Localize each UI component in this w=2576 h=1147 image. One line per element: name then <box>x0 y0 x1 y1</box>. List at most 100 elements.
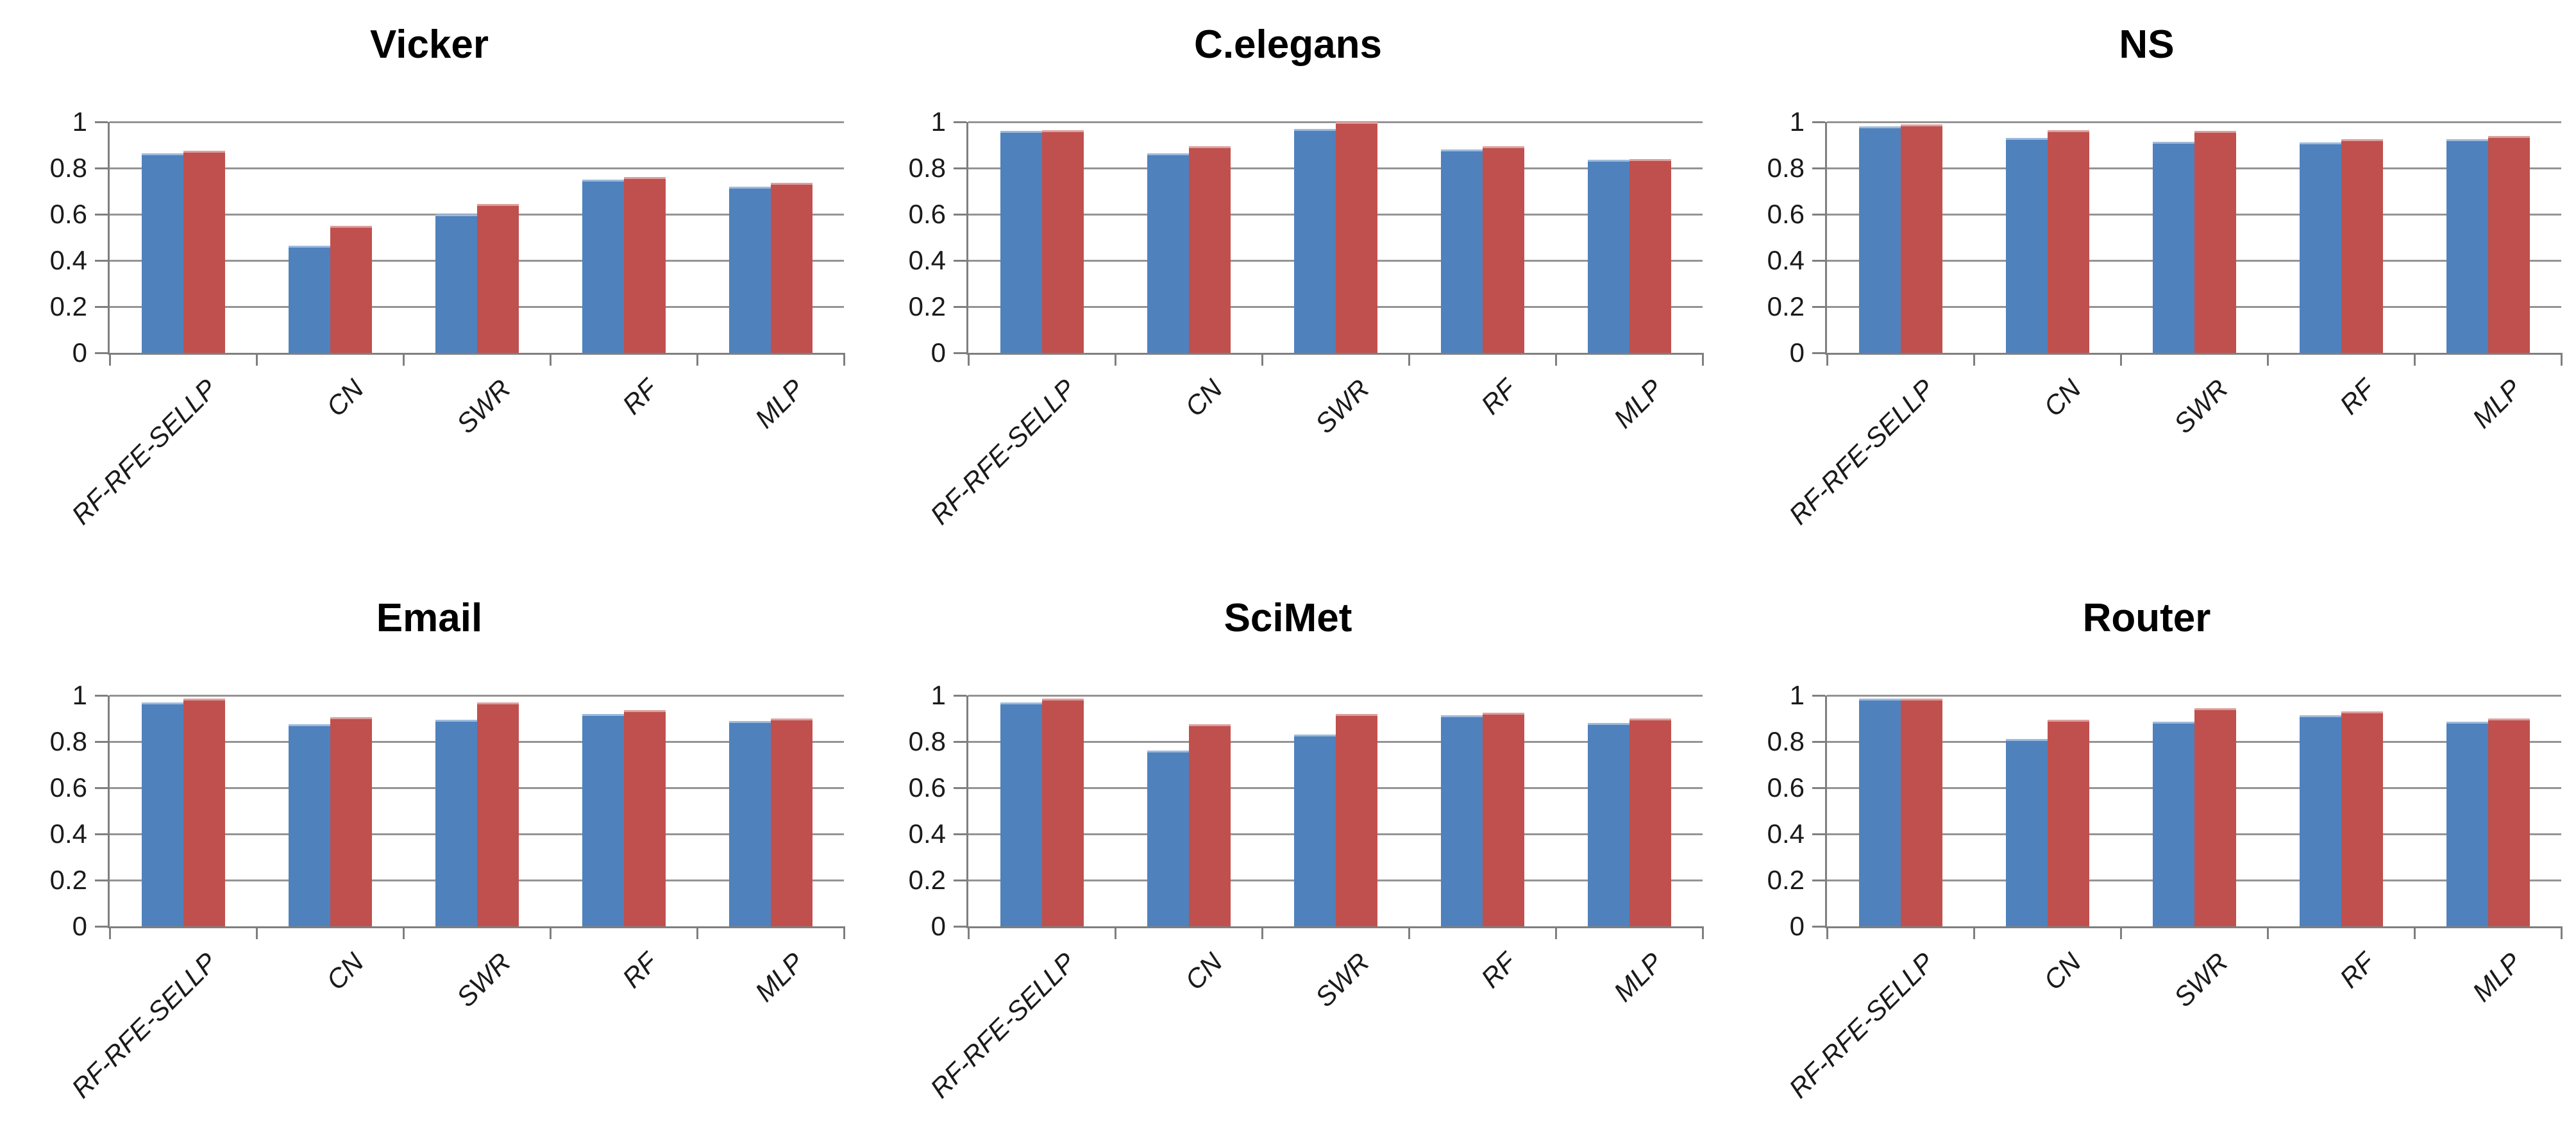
x-tick-mark <box>1701 353 1704 366</box>
x-category-label: RF-RFE-SELLP <box>65 947 223 1104</box>
chart-panel: C.elegans 0 0.2 0.4 0.6 0.8 1 RF-RFE-SELLP CN SWR… <box>859 0 1717 574</box>
bar-series-2-red-SWR <box>2194 708 2236 926</box>
x-category-label: CN <box>320 947 369 996</box>
y-tick-label: 1 <box>930 680 946 710</box>
y-tick-label: 0.8 <box>1767 726 1805 756</box>
bar-series-1-blue-RF-RFE-SELLP <box>141 153 183 353</box>
gridline <box>110 695 844 697</box>
x-category-label: RF <box>1474 373 1522 420</box>
x-tick-mark <box>1261 926 1263 939</box>
x-category-label: SWR <box>2168 947 2234 1013</box>
x-tick-mark <box>1114 926 1116 939</box>
x-category-label: MLP <box>2466 373 2527 434</box>
bar-series-1-blue-SWR <box>435 214 477 353</box>
x-category-label: SWR <box>1309 947 1375 1013</box>
bar-series-1-blue-SWR <box>2152 722 2194 926</box>
bar-series-2-red-MLP <box>2488 135 2530 353</box>
x-category-label: RF <box>616 373 663 420</box>
y-tick-mark <box>95 260 108 262</box>
x-category-label: RF <box>2333 947 2380 994</box>
chart-panel: SciMet 0 0.2 0.4 0.6 0.8 1 RF-RFE-SELLP CN SWR RF M… <box>859 574 1717 1147</box>
x-tick-mark <box>843 926 845 939</box>
x-tick-mark <box>549 353 551 366</box>
y-tick-mark <box>1812 306 1825 308</box>
x-category-label: RF-RFE-SELLP <box>1783 373 1940 531</box>
y-tick-label: 0 <box>1789 911 1805 941</box>
y-tick-mark <box>954 926 966 928</box>
plot-area: 0 0.2 0.4 0.6 0.8 1 RF-RFE-SELLP CN SWR RF MLP <box>1767 680 2563 1103</box>
y-tick-mark <box>954 214 966 216</box>
x-tick-mark <box>967 926 970 939</box>
y-tick-mark <box>954 306 966 308</box>
y-tick-mark <box>1812 833 1825 835</box>
y-tick-mark <box>954 121 966 123</box>
x-tick-mark <box>549 926 551 939</box>
bar-series-1-blue-CN <box>1147 153 1189 353</box>
x-tick-mark <box>967 353 970 366</box>
y-tick-label: 0 <box>930 911 946 941</box>
bar-series-1-blue-RF <box>1440 149 1483 353</box>
y-tick-label: 0.6 <box>1767 772 1805 803</box>
x-category-label: MLP <box>1608 947 1669 1008</box>
bar-series-1-blue-RF <box>2299 715 2341 926</box>
bar-series-1-blue-RF-RFE-SELLP <box>1858 126 1901 353</box>
bar-series-1-blue-CN <box>2005 138 2048 353</box>
y-tick-mark <box>95 167 108 169</box>
bar-series-2-red-SWR <box>2194 131 2236 353</box>
y-tick-mark <box>954 695 966 697</box>
y-tick-label: 0.8 <box>49 726 87 756</box>
bar-series-1-blue-SWR <box>1293 735 1336 926</box>
bar-series-2-red-RF <box>1482 146 1524 353</box>
y-tick-label: 0 <box>1789 337 1805 368</box>
x-category-label: SWR <box>2168 373 2234 439</box>
chart-title: Router <box>2082 596 2211 640</box>
y-tick-label: 0.4 <box>49 245 87 275</box>
gridline <box>968 695 1703 697</box>
bar-series-1-blue-RF-RFE-SELLP <box>141 702 183 926</box>
x-tick-mark <box>696 353 698 366</box>
y-tick-label: 0.4 <box>1767 245 1805 275</box>
y-tick-mark <box>95 352 108 354</box>
bar-series-2-red-CN <box>1188 146 1231 353</box>
x-tick-mark <box>1261 353 1263 366</box>
bar-series-1-blue-MLP <box>2446 722 2488 926</box>
y-tick-label: 1 <box>72 106 87 137</box>
y-tick-mark <box>95 787 108 789</box>
bar-series-2-red-SWR <box>1335 713 1377 926</box>
x-category-label: CN <box>1179 947 1228 996</box>
y-tick-label: 0.6 <box>49 199 87 229</box>
x-category-label: MLP <box>1608 373 1669 434</box>
y-tick-mark <box>954 352 966 354</box>
bar-series-1-blue-MLP <box>1587 160 1629 353</box>
bar-series-2-red-RF <box>2341 139 2383 353</box>
x-tick-mark <box>2560 926 2563 939</box>
bar-series-2-red-MLP <box>1629 158 1671 353</box>
bar-series-2-red-RF <box>623 710 666 926</box>
chart-panel: Router 0 0.2 0.4 0.6 0.8 1 RF-RFE-SELLP CN SWR RF M… <box>1717 574 2576 1147</box>
bar-series-2-red-RF-RFE-SELLP <box>1900 124 1942 353</box>
x-category-label: CN <box>2037 373 2087 423</box>
x-tick-mark <box>696 926 698 939</box>
x-tick-mark <box>2119 353 2122 366</box>
x-tick-mark <box>2266 926 2269 939</box>
x-tick-mark <box>2413 353 2416 366</box>
x-category-label: SWR <box>1309 373 1375 439</box>
x-category-label: SWR <box>450 947 516 1013</box>
y-tick-mark <box>954 167 966 169</box>
chart-title: NS <box>2119 22 2175 67</box>
plot-area: 0 0.2 0.4 0.6 0.8 1 RF-RFE-SELLP CN SWR RF MLP <box>909 106 1704 530</box>
x-tick-mark <box>1408 926 1410 939</box>
y-tick-label: 0 <box>930 337 946 368</box>
bar-series-1-blue-MLP <box>2446 139 2488 353</box>
x-category-label: CN <box>320 373 369 423</box>
y-tick-label: 0.6 <box>1767 199 1805 229</box>
y-tick-label: 0.4 <box>908 819 946 849</box>
x-category-label: CN <box>1179 373 1228 423</box>
y-tick-label: 1 <box>72 680 87 710</box>
x-category-label: MLP <box>749 373 810 434</box>
y-tick-label: 0.8 <box>1767 153 1805 183</box>
y-tick-mark <box>95 214 108 216</box>
y-tick-label: 1 <box>930 106 946 137</box>
y-tick-mark <box>95 926 108 928</box>
y-tick-mark <box>1812 695 1825 697</box>
